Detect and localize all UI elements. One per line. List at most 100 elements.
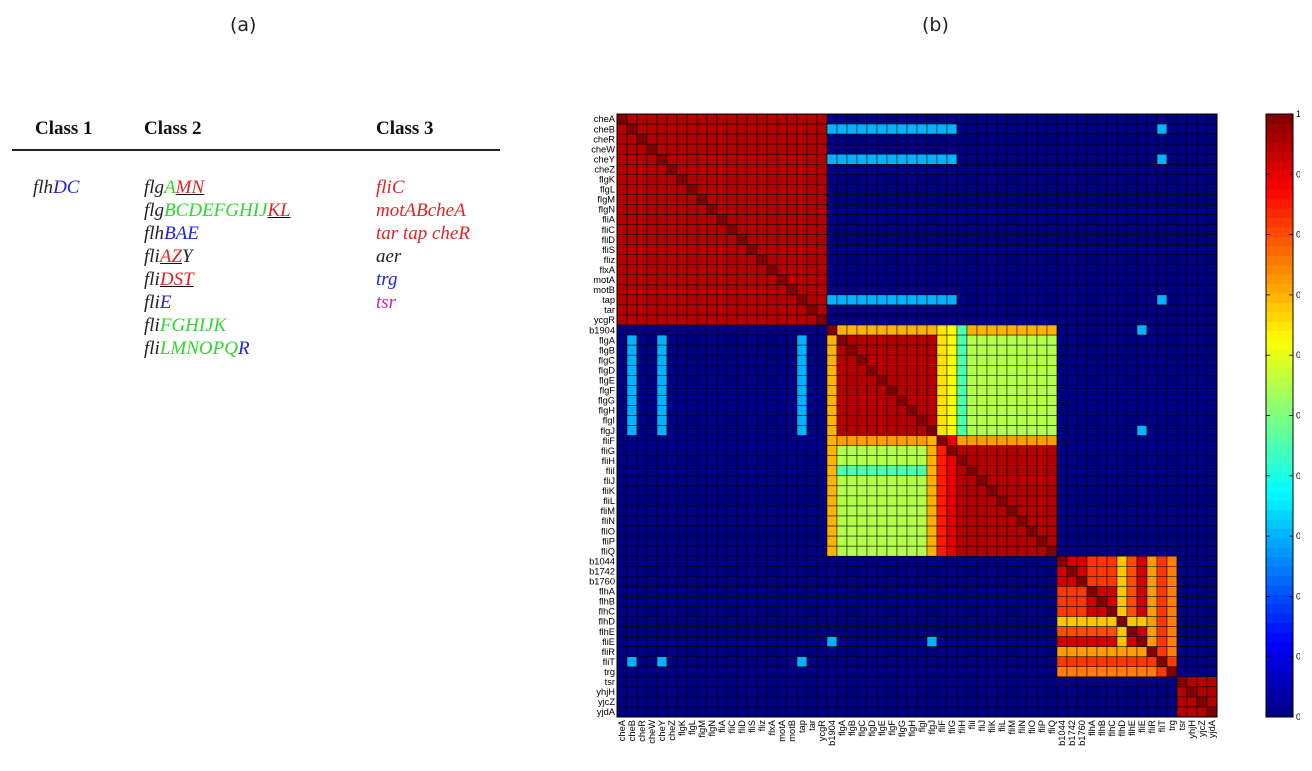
heatmap-cell [676, 445, 688, 456]
colorbar-segment [1266, 443, 1293, 454]
heatmap-cell [826, 234, 838, 245]
heatmap-cell [1036, 656, 1048, 668]
heatmap-cell [1116, 555, 1128, 567]
heatmap-cell [1156, 354, 1168, 366]
heatmap-cell [976, 535, 988, 547]
heatmap-cell [776, 334, 788, 346]
heatmap-cell [856, 304, 868, 316]
heatmap-cell [716, 244, 728, 255]
heatmap-cell [826, 606, 838, 617]
heatmap-cell [926, 626, 938, 637]
colorbar-segment [1266, 547, 1293, 558]
heatmap-cell [756, 334, 768, 346]
heatmap-cell [846, 636, 858, 647]
gene-segment: fliC [376, 177, 405, 198]
heatmap-cell [1106, 214, 1118, 225]
heatmap-cell [746, 174, 758, 185]
heatmap-cell [676, 545, 688, 557]
heatmap-cell [726, 194, 738, 205]
heatmap-cell [756, 375, 768, 386]
heatmap-cell [1156, 123, 1168, 135]
heatmap-cell [1036, 535, 1048, 547]
heatmap-cell [906, 455, 918, 467]
heatmap-cell [986, 646, 998, 657]
heatmap-cell [636, 445, 648, 456]
heatmap-cell [816, 706, 828, 718]
heatmap-cell [1116, 646, 1128, 657]
heatmap-cell [936, 646, 948, 657]
heatmap-cell [926, 153, 938, 165]
colorbar-tick-label: 0.4 [1296, 471, 1300, 481]
heatmap-cell [816, 535, 828, 547]
heatmap-cell [896, 254, 908, 265]
heatmap-cell [1146, 123, 1158, 135]
heatmap-cell [866, 455, 878, 467]
heatmap-cell [1196, 545, 1208, 557]
heatmap-cell [1156, 555, 1168, 567]
heatmap-cell [816, 254, 828, 265]
heatmap-cell [676, 143, 688, 155]
heatmap-cell [626, 505, 638, 517]
heatmap-cell [1126, 566, 1138, 577]
heatmap-cell [916, 284, 928, 296]
heatmap-cell [816, 525, 828, 537]
heatmap-cell [686, 194, 698, 205]
heatmap-cell [866, 475, 878, 487]
heatmap-cell [886, 676, 898, 688]
heatmap-cell [656, 566, 668, 577]
heatmap-cell [636, 395, 648, 406]
heatmap-cell [1136, 425, 1148, 436]
heatmap-cell [846, 234, 858, 245]
heatmap-cell [1196, 686, 1208, 698]
heatmap-cell [636, 586, 648, 597]
heatmap-cell [656, 204, 668, 215]
heatmap-cell [676, 324, 688, 336]
heatmap-cell [886, 545, 898, 557]
heatmap-cell [1086, 676, 1098, 688]
heatmap-cell [686, 274, 698, 286]
heatmap-cell [716, 405, 728, 416]
colorbar-segment [1266, 274, 1293, 284]
heatmap-cell [1076, 123, 1088, 135]
heatmap-cell [716, 495, 728, 507]
class2-gene-line: flgAMN [144, 176, 376, 199]
heatmap-cell [986, 666, 998, 678]
heatmap-cell [1086, 174, 1098, 185]
heatmap-cell [1036, 184, 1048, 195]
heatmap-cell [856, 636, 868, 647]
heatmap-cell [626, 616, 638, 627]
heatmap-cell [936, 566, 948, 577]
heatmap-cell [1096, 284, 1108, 296]
heatmap-cell [886, 375, 898, 386]
heatmap-cell [696, 174, 708, 185]
row-label: cheW [591, 144, 615, 154]
heatmap-cell [1056, 656, 1068, 668]
heatmap-cell [1156, 294, 1168, 306]
heatmap-cell [696, 485, 708, 497]
heatmap-cell [646, 153, 658, 165]
heatmap-cell [1026, 495, 1038, 507]
heatmap-cell [1076, 264, 1088, 276]
heatmap-cell [1146, 143, 1158, 155]
heatmap-cell [826, 596, 838, 607]
heatmap-cell [1186, 133, 1198, 145]
heatmap-cell [1006, 576, 1018, 587]
heatmap-cell [756, 164, 768, 175]
heatmap-cell [1146, 194, 1158, 205]
heatmap-cell [836, 254, 848, 265]
heatmap-cell [1136, 465, 1148, 477]
heatmap-cell [1066, 505, 1078, 517]
heatmap-cell [796, 214, 808, 225]
heatmap-cell [946, 294, 958, 306]
heatmap-cell [1196, 344, 1208, 356]
heatmap-cell [706, 676, 718, 688]
heatmap-cell [826, 274, 838, 286]
heatmap-cell [1086, 576, 1098, 587]
heatmap-cell [726, 133, 738, 145]
heatmap-cell [1156, 676, 1168, 688]
heatmap-cell [876, 686, 888, 698]
heatmap-cell [1146, 334, 1158, 346]
heatmap-cell [656, 636, 668, 647]
heatmap-cell [956, 314, 968, 326]
heatmap-cell [1026, 224, 1038, 235]
